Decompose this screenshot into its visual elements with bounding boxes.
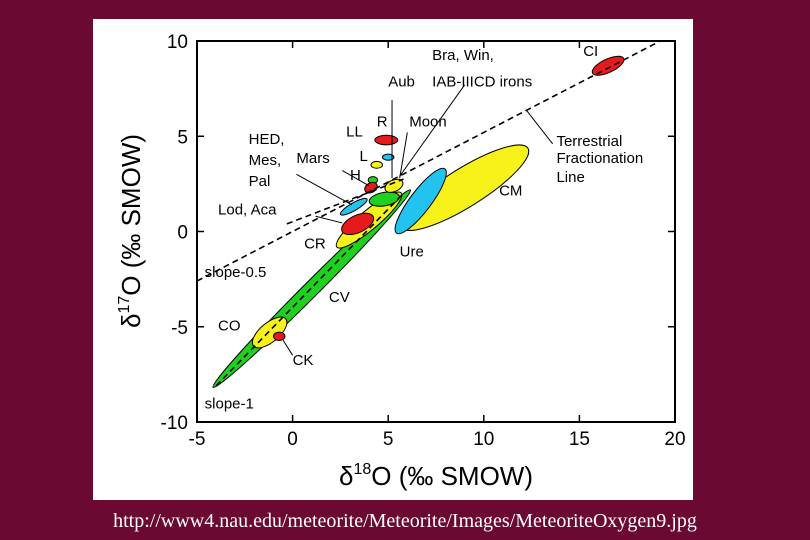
leader-line-2 — [399, 132, 408, 179]
y-axis-title-rest: O (‰ SMOW) — [116, 134, 146, 296]
label-terrestrial: Terrestrial — [556, 133, 622, 150]
leader-lines-layer — [282, 84, 554, 356]
y-axis-title: δ17O (‰ SMOW) — [116, 134, 146, 328]
region-lod-aca-5 — [341, 212, 375, 236]
label-cm: CM — [499, 182, 522, 199]
label-mars: Mars — [296, 150, 329, 167]
label-slope-1: slope-1 — [205, 396, 254, 413]
label-hed: HED, — [249, 131, 285, 148]
label-ci: CI — [583, 43, 598, 60]
label-moon: Moon — [409, 114, 447, 131]
label-r: R — [377, 114, 388, 131]
leader-line-3 — [525, 109, 554, 145]
x-tick-label: 10 — [473, 429, 494, 450]
label-mes: Mes, — [249, 152, 282, 169]
label-cr: CR — [304, 236, 326, 253]
region-r-11 — [374, 134, 399, 146]
x-axis-title: δ18O (‰ SMOW) — [339, 461, 533, 491]
label-cv: CV — [329, 289, 350, 306]
x-tick-label: -5 — [189, 429, 206, 450]
y-tick-label: 5 — [177, 127, 188, 148]
label-fractionation: Fractionation — [556, 150, 643, 167]
x-axis-title-sup: 18 — [353, 461, 371, 478]
y-axis-title-delta: δ — [116, 314, 146, 328]
label-lod-aca: Lod, Aca — [218, 201, 277, 218]
region-ck-14 — [272, 331, 286, 341]
label-aub: Aub — [388, 74, 415, 91]
label-pal: Pal — [249, 173, 271, 190]
label-ck: CK — [293, 352, 314, 369]
x-tick-label: 15 — [569, 429, 590, 450]
y-axis-title-sup: 17 — [116, 296, 133, 314]
line-slope-1 — [215, 192, 405, 387]
x-tick-label: 0 — [287, 429, 298, 450]
label-l: L — [360, 148, 368, 165]
label-ll: LL — [346, 123, 363, 140]
region-ll-10 — [381, 153, 395, 161]
label-iab-iiicd-irons: IAB-IIICD irons — [432, 74, 532, 91]
label-h: H — [350, 167, 361, 184]
leader-line-5 — [342, 170, 370, 187]
label-line: Line — [556, 169, 584, 186]
label-slope-0-5: slope-0.5 — [205, 264, 267, 281]
label-ure: Ure — [400, 243, 424, 260]
regions-layer — [212, 55, 625, 388]
image-source-caption: http://www4.nau.edu/meteorite/Meteorite/… — [113, 510, 697, 532]
region-aub-moon-12 — [384, 178, 404, 193]
y-tick-label: 10 — [167, 32, 188, 53]
y-tick-label: 0 — [177, 223, 188, 244]
label-co: CO — [218, 318, 241, 335]
leader-line-0 — [399, 84, 466, 177]
x-tick-label: 5 — [383, 429, 394, 450]
x-tick-label: 20 — [664, 429, 685, 450]
leader-line-7 — [282, 339, 294, 356]
leader-line-4 — [296, 173, 353, 206]
region-hed-mes-pal-4 — [339, 197, 368, 216]
region-labels-layer: CI Bra, Win, IAB-IIICD irons Aub Moon Terrest… — [205, 43, 644, 412]
chart-panel: -5 0 5 10 15 20 -10 -5 0 5 10 CI Bra, Win, IAB-IIICD… — [93, 19, 693, 500]
region-l-9 — [370, 160, 383, 169]
label-bra-win: Bra, Win, — [432, 47, 494, 64]
region-ure-3 — [394, 167, 447, 235]
y-tick-label: -5 — [171, 318, 188, 339]
y-tick-label: -10 — [161, 413, 188, 434]
x-axis-title-delta: δ — [339, 461, 353, 491]
plot-frame — [196, 40, 676, 423]
leader-line-6 — [315, 215, 343, 224]
x-axis-title-rest: O (‰ SMOW) — [371, 461, 533, 491]
region-ci-15 — [591, 55, 625, 76]
